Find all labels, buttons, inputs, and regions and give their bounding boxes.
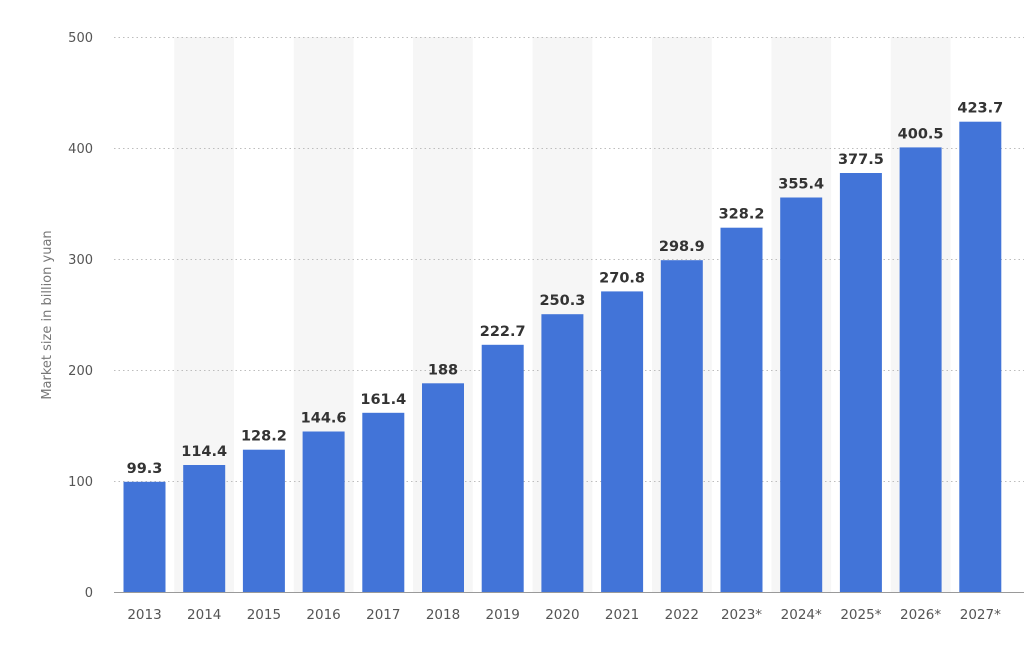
bar	[601, 291, 644, 592]
bar	[899, 147, 942, 592]
value-label: 298.9	[659, 239, 705, 255]
bar	[242, 449, 285, 592]
value-label: 128.2	[241, 429, 287, 445]
value-label: 377.5	[838, 152, 884, 168]
x-tick-label: 2017	[366, 607, 400, 623]
bar	[362, 412, 405, 592]
x-tick-label: 2014	[187, 607, 221, 623]
y-tick-label: 400	[68, 142, 93, 157]
value-label: 144.6	[301, 411, 347, 427]
x-tick-label: 2016	[306, 607, 340, 623]
value-label: 355.4	[778, 177, 824, 193]
y-tick-label: 500	[68, 31, 93, 46]
bar	[720, 227, 763, 592]
value-label: 423.7	[957, 101, 1003, 117]
x-tick-label: 2013	[127, 607, 161, 623]
x-tick-label: 2020	[545, 607, 579, 623]
bar	[541, 314, 584, 592]
bar	[422, 383, 464, 592]
y-axis-title: Market size in billion yuan	[40, 230, 55, 399]
y-tick-label: 300	[68, 253, 93, 268]
bar	[481, 344, 524, 592]
bar	[302, 431, 345, 592]
x-tick-label: 2027*	[960, 607, 1001, 623]
bar	[780, 197, 823, 592]
y-tick-labels: 0 100 200 300 400 500	[68, 31, 93, 601]
bar	[839, 173, 882, 592]
x-tick-label: 2015	[247, 607, 281, 623]
x-tick-label: 2024*	[781, 607, 822, 623]
value-label: 270.8	[599, 270, 645, 286]
value-label: 114.4	[181, 444, 227, 460]
value-labels: 99.3 114.4 128.2 144.6 161.4 188 222.7 250.3 270…	[127, 101, 1004, 477]
x-tick-label: 2025*	[840, 607, 881, 623]
bar	[123, 481, 166, 592]
y-tick-label: 0	[85, 586, 93, 601]
x-tick-label: 2022	[665, 607, 699, 623]
value-label: 222.7	[480, 324, 526, 340]
x-tick-label: 2021	[605, 607, 639, 623]
x-tick-label: 2019	[486, 607, 520, 623]
x-tick-label: 2023*	[721, 607, 762, 623]
bar	[183, 465, 226, 592]
value-label: 250.3	[539, 293, 585, 309]
value-label: 328.2	[719, 207, 765, 223]
value-label: 161.4	[360, 392, 406, 408]
bar	[959, 121, 1002, 592]
y-tick-label: 200	[68, 364, 93, 379]
value-label: 99.3	[127, 461, 163, 477]
value-label: 188	[428, 362, 458, 378]
y-tick-label: 100	[68, 475, 93, 490]
x-tick-label: 2018	[426, 607, 460, 623]
x-tick-labels: 2013 2014 2015 2016 2017 2018 2019 2020 2021 2022…	[127, 607, 1001, 623]
bars	[123, 121, 1002, 592]
value-label: 400.5	[898, 126, 944, 142]
x-tick-label: 2026*	[900, 607, 941, 623]
bar	[660, 260, 703, 592]
